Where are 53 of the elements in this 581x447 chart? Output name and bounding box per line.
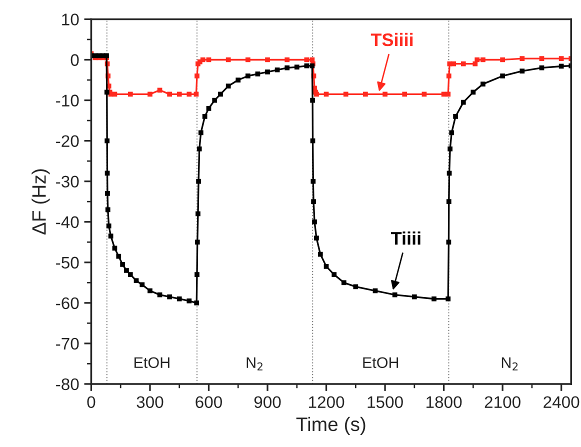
point [474,57,480,62]
x-tick-label: 600 [196,396,222,408]
x-tick-label: 900 [254,396,281,408]
point [446,92,451,97]
y-axis-title: ΔF (Hz) [32,169,50,235]
y-tick-label: -80 [56,378,79,390]
point [200,57,206,62]
y-tick-label: -30 [56,176,79,188]
y-tick-label: 0 [70,54,79,66]
point [284,57,290,62]
point [343,92,348,97]
annotation: N$_{2}$ [246,357,262,370]
y-tick-label: -70 [56,338,79,350]
annotation: EtOH [134,357,170,368]
point [148,92,152,97]
point [520,56,525,61]
point [500,57,505,62]
point [402,92,408,97]
y-tick-label: -20 [56,135,79,148]
y-tick-label: -40 [56,216,79,228]
point [480,57,486,62]
annotation: TSiiii [370,32,413,46]
annotation: EtOH [363,357,398,368]
x-tick-label: 2100 [484,396,520,408]
x-tick-label: 1500 [368,396,403,408]
point [194,74,200,78]
point [128,92,133,97]
x-tick-label: 0 [87,396,96,408]
annotation: N$_{2}$ [502,357,518,370]
y-tick-label: -50 [56,256,79,269]
point [167,92,172,97]
point [460,61,466,66]
point [265,57,270,62]
x-tick-label: 1800 [426,396,462,408]
point [363,92,368,97]
point [157,88,162,93]
point [451,61,456,66]
x-tick-label: 1200 [309,396,344,408]
point [245,57,250,62]
y-tick-label: -60 [56,297,79,310]
point [186,92,192,97]
point [226,57,231,62]
point [446,74,452,78]
point [539,56,544,61]
x-tick-label: 2400 [544,396,580,408]
point [382,92,388,97]
annotation: Tiiii [390,232,420,245]
point [176,92,182,97]
point [558,56,564,61]
y-tick-label: 10 [62,14,79,26]
x-axis-title: Time (s) [296,416,366,435]
x-tick-label: 300 [136,396,164,408]
y-tick-label: -10 [56,94,79,106]
